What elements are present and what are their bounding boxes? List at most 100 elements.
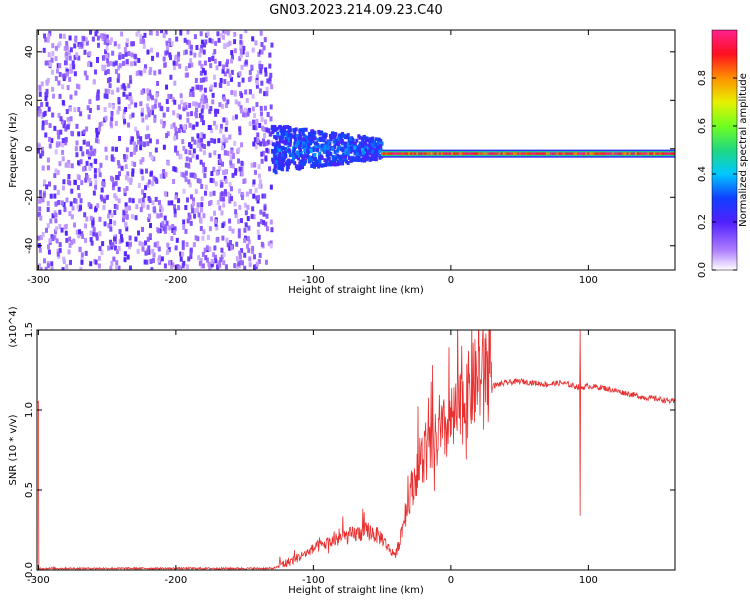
heatmap-cell <box>75 152 79 158</box>
heatmap-cell <box>250 162 254 168</box>
heatmap-cell <box>136 133 140 139</box>
heatmap-cell <box>244 89 248 95</box>
heatmap-cell <box>230 245 234 251</box>
heatmap-cell <box>223 175 227 181</box>
heatmap-cell <box>134 215 138 221</box>
heatmap-cell <box>517 152 520 155</box>
heatmap-cell <box>665 152 669 155</box>
heatmap-cell <box>231 228 235 234</box>
heatmap-cell <box>146 125 150 131</box>
heatmap-cell <box>165 220 169 226</box>
heatmap-cell <box>216 108 220 114</box>
heatmap-cell <box>214 221 218 227</box>
heatmap-cell <box>321 163 325 168</box>
heatmap-cell <box>75 123 79 129</box>
heatmap-cell <box>58 209 62 215</box>
heatmap-cell <box>111 89 115 95</box>
heatmap-cell <box>309 141 313 146</box>
heatmap-cell <box>83 212 87 218</box>
heatmap-cell <box>288 161 292 166</box>
heatmap-cell <box>575 152 578 155</box>
heatmap-cell <box>253 112 257 118</box>
heatmap-cell <box>255 74 259 80</box>
heatmap-cell <box>331 155 335 160</box>
heatmap-cell <box>123 191 127 197</box>
heatmap-cell <box>106 61 110 67</box>
heatmap-cell <box>277 148 281 153</box>
heatmap-cell <box>176 113 180 119</box>
heatmap-cell <box>247 247 251 253</box>
heatmap-cell <box>315 160 319 165</box>
heatmap-cell <box>311 161 315 166</box>
heatmap-cell <box>312 132 316 137</box>
heatmap-cell <box>307 157 311 162</box>
heatmap-cell <box>355 138 359 143</box>
heatmap-cell <box>306 138 310 143</box>
heatmap-cell <box>254 40 258 46</box>
heatmap-cell <box>106 58 110 64</box>
heatmap-cell <box>591 152 594 155</box>
heatmap-cell <box>277 146 281 151</box>
heatmap-cell <box>531 152 535 155</box>
heatmap-cell <box>100 249 104 255</box>
heatmap-cell <box>93 173 97 179</box>
heatmap-cell <box>263 119 267 125</box>
heatmap-cell <box>189 172 193 178</box>
heatmap-cell <box>271 125 275 130</box>
heatmap-cell <box>212 166 216 172</box>
heatmap-cell <box>118 229 122 235</box>
heatmap-cell <box>661 152 665 155</box>
heatmap-cell <box>171 223 175 229</box>
heatmap-cell <box>188 40 192 46</box>
heatmap-cell <box>478 152 481 155</box>
heatmap-cell <box>288 142 292 147</box>
heatmap-cell <box>238 71 242 77</box>
heatmap-cell <box>338 161 342 166</box>
heatmap-cell <box>118 239 122 245</box>
heatmap-cell <box>202 213 206 219</box>
heatmap-cell <box>207 261 211 267</box>
heatmap-cell <box>252 179 256 185</box>
heatmap-cell <box>266 111 270 117</box>
heatmap-cell <box>123 257 127 263</box>
heatmap-cell <box>65 68 69 74</box>
heatmap-cell <box>252 193 256 199</box>
heatmap-cell <box>268 131 272 137</box>
heatmap-cell <box>492 152 495 155</box>
heatmap-cell <box>461 152 465 155</box>
heatmap-cell <box>203 166 207 172</box>
y-tick-label: 20 <box>24 94 35 107</box>
heatmap-cell <box>197 137 201 143</box>
heatmap-cell <box>395 152 399 155</box>
heatmap-cell <box>318 144 322 149</box>
heatmap-cell <box>137 70 141 76</box>
heatmap-cell <box>163 228 167 234</box>
heatmap-cell <box>142 202 146 208</box>
heatmap-cell <box>113 41 117 47</box>
heatmap-cell <box>181 240 185 246</box>
heatmap-cell <box>381 152 384 155</box>
heatmap-cell <box>214 40 218 46</box>
heatmap-cell <box>88 51 92 57</box>
heatmap-cell <box>218 61 222 67</box>
heatmap-cell <box>189 254 193 260</box>
heatmap-cell <box>243 252 247 258</box>
heatmap-cell <box>226 80 230 86</box>
heatmap-cell <box>153 114 157 120</box>
heatmap-cell <box>139 39 143 45</box>
heatmap-cell <box>186 39 190 45</box>
heatmap-cell <box>176 150 180 156</box>
heatmap-cell <box>164 224 168 230</box>
heatmap-cell <box>229 239 233 245</box>
heatmap-cell <box>416 152 419 155</box>
heatmap-cell <box>124 51 128 57</box>
heatmap-cell <box>323 149 327 154</box>
heatmap-cell <box>73 222 77 228</box>
heatmap-cell <box>143 192 147 198</box>
heatmap-cell <box>214 111 218 117</box>
x-tick-label: -200 <box>165 275 188 286</box>
heatmap-cell <box>361 148 365 153</box>
heatmap-cell <box>222 30 226 34</box>
heatmap-cell <box>85 126 89 132</box>
heatmap-cell <box>203 173 207 179</box>
